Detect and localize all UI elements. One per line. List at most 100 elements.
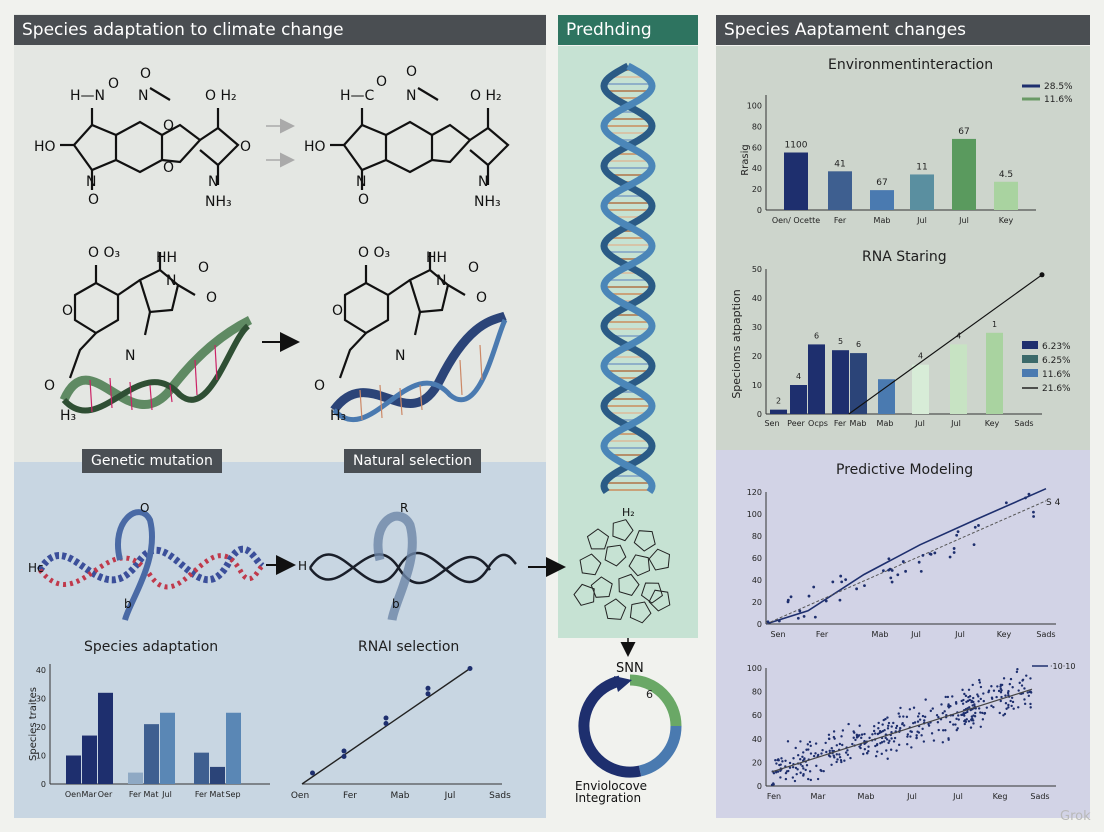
chem-label: N — [86, 174, 96, 190]
data-point — [805, 748, 808, 751]
chart-density-scatter: 0 20 40 60 80 100 ·10·10 Fen Mar Mab Jul Jul Keg Sads — [747, 662, 1076, 801]
data-point — [824, 741, 827, 745]
data-point — [840, 580, 844, 584]
data-point — [1000, 695, 1003, 699]
x-tick-label: Jul — [914, 419, 925, 428]
x-tick-label: Mab — [391, 791, 410, 801]
data-point — [1011, 686, 1014, 689]
chem-label: N — [356, 174, 366, 190]
data-point — [860, 733, 864, 736]
data-point — [897, 743, 901, 747]
data-point — [999, 691, 1003, 694]
trend-line — [848, 274, 1043, 415]
data-point — [940, 703, 943, 706]
data-point — [831, 580, 835, 584]
data-point — [1000, 683, 1004, 687]
bar — [878, 379, 895, 414]
data-point — [963, 722, 966, 726]
data-point — [1032, 510, 1035, 514]
data-point — [889, 748, 893, 751]
data-point — [830, 746, 833, 750]
data-point — [917, 560, 921, 564]
legend-label: 11.6% — [1042, 370, 1071, 380]
tag-natural-selection: Natural selection — [344, 449, 482, 473]
legend-label: 11.6% — [1044, 95, 1073, 105]
data-point — [995, 695, 998, 699]
data-point — [967, 720, 971, 723]
data-point — [961, 688, 964, 692]
data-point — [867, 745, 870, 748]
data-point — [933, 551, 937, 555]
data-point — [838, 756, 842, 759]
data-point — [866, 752, 869, 755]
chem-label: H₃ — [330, 408, 346, 424]
right-bottom-panel — [716, 450, 1090, 818]
data-point — [901, 560, 905, 563]
data-point — [795, 772, 798, 776]
chem-label: HO — [304, 139, 326, 155]
bar — [952, 138, 976, 210]
bar — [770, 409, 787, 414]
data-point — [890, 569, 894, 572]
molecular-network — [573, 519, 671, 624]
data-point — [1016, 668, 1019, 671]
data-point — [923, 719, 926, 722]
chem-label: N — [166, 273, 176, 289]
data-point — [827, 737, 831, 740]
data-point — [948, 720, 952, 724]
data-label: 11 — [916, 162, 927, 172]
chem-label: HO — [34, 139, 56, 155]
data-point — [802, 767, 805, 770]
data-point — [836, 758, 839, 761]
data-point — [814, 752, 817, 755]
data-point — [915, 736, 918, 739]
chem-label: HH — [156, 250, 177, 266]
data-point — [901, 721, 904, 725]
data-point — [821, 748, 824, 752]
data-point — [992, 689, 996, 692]
data-point — [937, 716, 940, 719]
data-point — [791, 765, 795, 769]
data-point — [905, 715, 909, 719]
chem-label: O — [108, 76, 119, 92]
data-point — [824, 599, 828, 603]
data-point — [895, 749, 898, 752]
network-pentagon — [590, 576, 613, 598]
x-tick-label: Mar — [810, 792, 826, 801]
y-tick-label: 100 — [747, 664, 762, 673]
data-point — [985, 706, 989, 709]
data-point — [796, 754, 800, 757]
chem-label: O — [88, 192, 99, 208]
y-tick-label: 60 — [752, 143, 762, 152]
y-tick-label: 0 — [757, 782, 762, 791]
data-point — [952, 551, 956, 554]
x-tick-label: Jul — [906, 792, 917, 801]
chem-label: O — [44, 378, 55, 394]
data-point — [976, 693, 979, 696]
network-pentagon — [604, 598, 627, 620]
data-point — [886, 716, 889, 719]
trend-line — [771, 688, 1033, 773]
chem-label: O — [198, 260, 209, 276]
data-point — [921, 714, 925, 718]
data-point — [978, 678, 981, 682]
data-point — [859, 746, 862, 750]
molecule-1 — [60, 87, 240, 190]
data-point — [831, 749, 834, 753]
data-point — [968, 695, 972, 698]
data-point — [789, 595, 793, 599]
data-point — [840, 735, 843, 738]
data-point — [918, 718, 922, 721]
data-point — [964, 720, 968, 724]
chem-label: O — [140, 501, 149, 515]
ring-value: 6 — [646, 688, 653, 701]
data-point — [973, 525, 977, 529]
data-point — [881, 723, 884, 726]
data-point — [1000, 689, 1003, 692]
x-tick-label: Mab — [872, 630, 889, 639]
data-point — [846, 753, 850, 757]
x-tick-label: Keg — [993, 792, 1008, 801]
data-point — [977, 700, 980, 703]
y-tick-label: 0 — [757, 206, 762, 215]
bar — [128, 772, 143, 784]
